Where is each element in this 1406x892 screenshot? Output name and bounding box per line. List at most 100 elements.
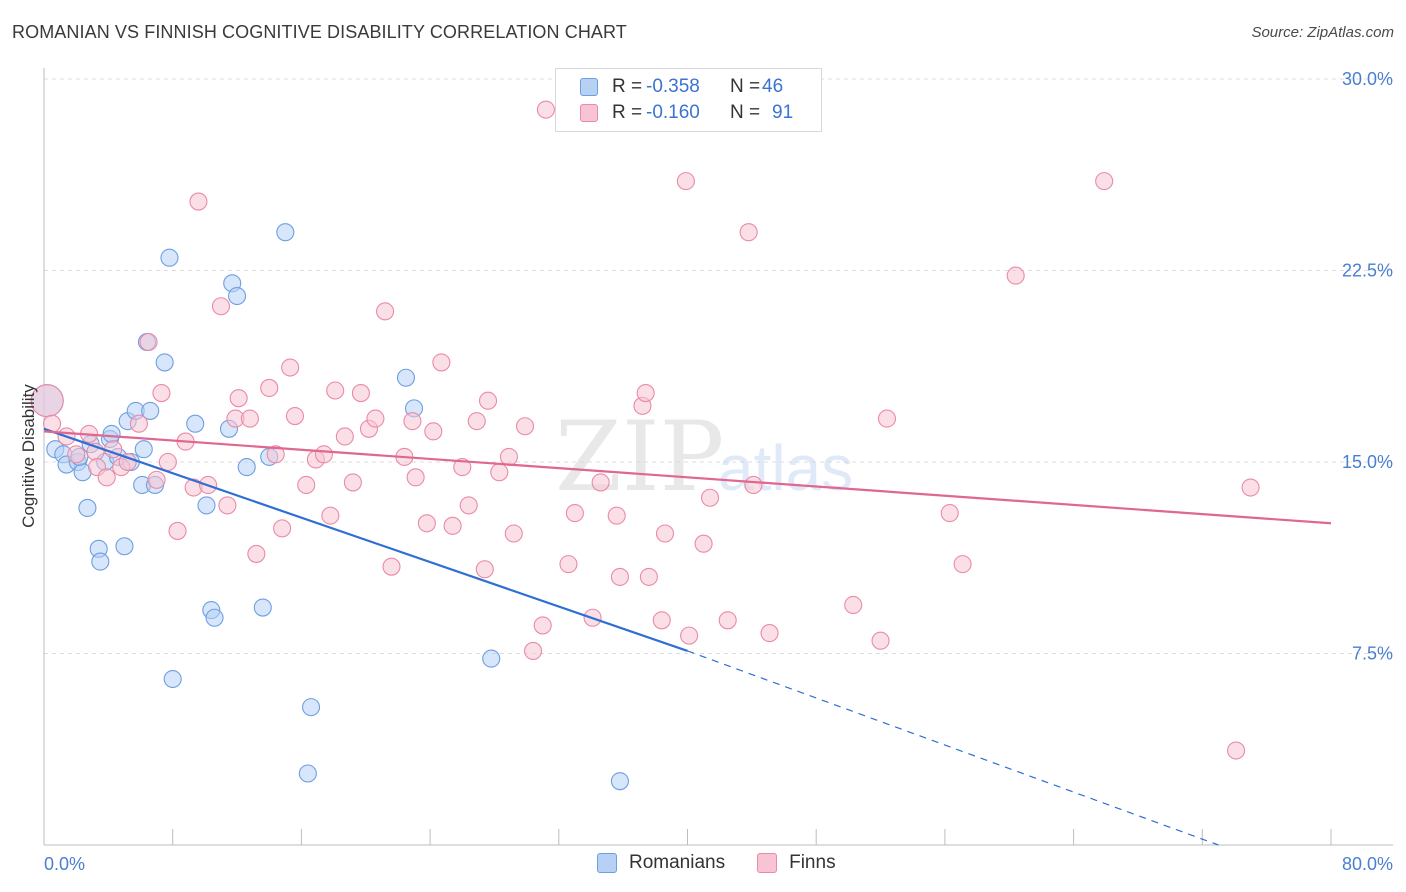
x-tick-label-max: 80.0% [1342,854,1393,874]
point-finns [321,506,340,525]
point-romanians [155,353,174,372]
series-label-romanians: Romanians [629,852,726,873]
point-finns [211,297,231,316]
point-finns [636,384,655,403]
point-finns [218,496,237,515]
point-finns [953,555,972,574]
trend-line-romanians [43,427,688,652]
legend-r-label: R = [612,76,643,97]
point-finns [739,223,758,242]
series-swatch-finns [757,853,778,873]
point-finns [639,567,658,586]
point-romanians [141,401,160,420]
point-finns [139,332,158,352]
point-romanians [78,498,97,518]
point-finns [499,447,518,466]
y-tick-labels: 7.5% 15.0% 22.5% 30.0% [1342,69,1393,664]
legend-n-label: N = [730,76,761,97]
legend-row-romanians: R = -0.358 N = 46 [580,75,783,99]
point-romanians [160,248,179,267]
y-tick-label: 7.5% [1352,644,1393,664]
axes [43,68,1393,846]
point-finns [718,611,737,630]
series-label-finns: Finns [789,852,836,873]
point-finns [1006,266,1025,285]
point-romanians [253,598,272,617]
legend-n-label: N = [730,102,761,123]
y-tick-label: 22.5% [1342,261,1393,281]
point-finns [504,524,523,543]
point-finns [700,488,720,507]
point-finns [453,458,472,477]
point-romanians [134,440,153,459]
point-finns [467,412,486,431]
point-finns [403,412,422,431]
point-romanians [102,424,121,443]
point-finns [147,470,166,489]
point-finns [326,381,345,400]
point-finns [297,475,316,495]
point-finns [152,384,171,403]
x-tick-label-min: 0.0% [44,854,85,874]
point-romanians [298,764,317,783]
point-finns [536,100,555,119]
point-finns [168,521,187,540]
legend-r-label: R = [612,102,643,123]
chart-title: ROMANIAN VS FINNISH COGNITIVE DISABILITY… [12,22,627,42]
trend-lines [43,427,1332,846]
correlation-legend: R = -0.358 N = 46 R = -0.160 N = 91 [555,68,822,132]
point-finns [607,506,626,525]
point-romanians [237,458,256,477]
point-finns [940,504,959,523]
point-finns [406,468,425,487]
point-finns [158,452,177,472]
point-finns [97,468,116,487]
point-finns [760,624,779,643]
point-finns [559,555,578,574]
point-finns [382,557,401,576]
point-finns [118,452,137,472]
point-finns [694,534,713,553]
gridlines [44,78,1393,654]
series-legend-romanians: Romanians [597,852,725,874]
legend-row-finns: R = -0.160 N = 91 [580,101,793,125]
point-romanians [91,552,110,571]
point-romanians [302,698,321,717]
trend-line-finns [43,430,1332,525]
point-finns [490,463,509,482]
y-tick-label: 15.0% [1342,452,1393,472]
point-finns [591,473,610,492]
point-romanians [610,772,629,791]
legend-n-value: 46 [762,76,784,97]
point-finns [1095,172,1114,191]
point-finns [744,475,763,495]
point-finns [432,353,451,372]
point-finns [129,414,148,433]
series-legend: Romanians Finns [597,852,868,874]
point-finns [424,422,443,441]
legend-swatch-romanians [580,78,598,96]
point-finns [844,595,863,615]
point-finns [533,616,552,635]
legend-n-value: 91 [772,102,794,123]
point-finns [229,389,248,408]
series-swatch-romanians [597,853,617,873]
point-romanians [482,649,501,668]
point-romanians [197,496,216,515]
point-finns [676,172,695,191]
legend-r-value: -0.358 [646,76,700,97]
point-finns [281,358,300,377]
point-finns [366,409,385,428]
point-romanians [186,414,205,433]
point-finns [189,192,208,211]
point-finns [240,409,259,428]
point-romanians [228,286,247,306]
point-finns [285,406,305,426]
point-finns [565,504,584,523]
point-finns [877,409,897,428]
point-finns [266,445,285,464]
point-finns [459,496,478,515]
point-finns [335,427,354,446]
point-romanians [163,669,182,689]
